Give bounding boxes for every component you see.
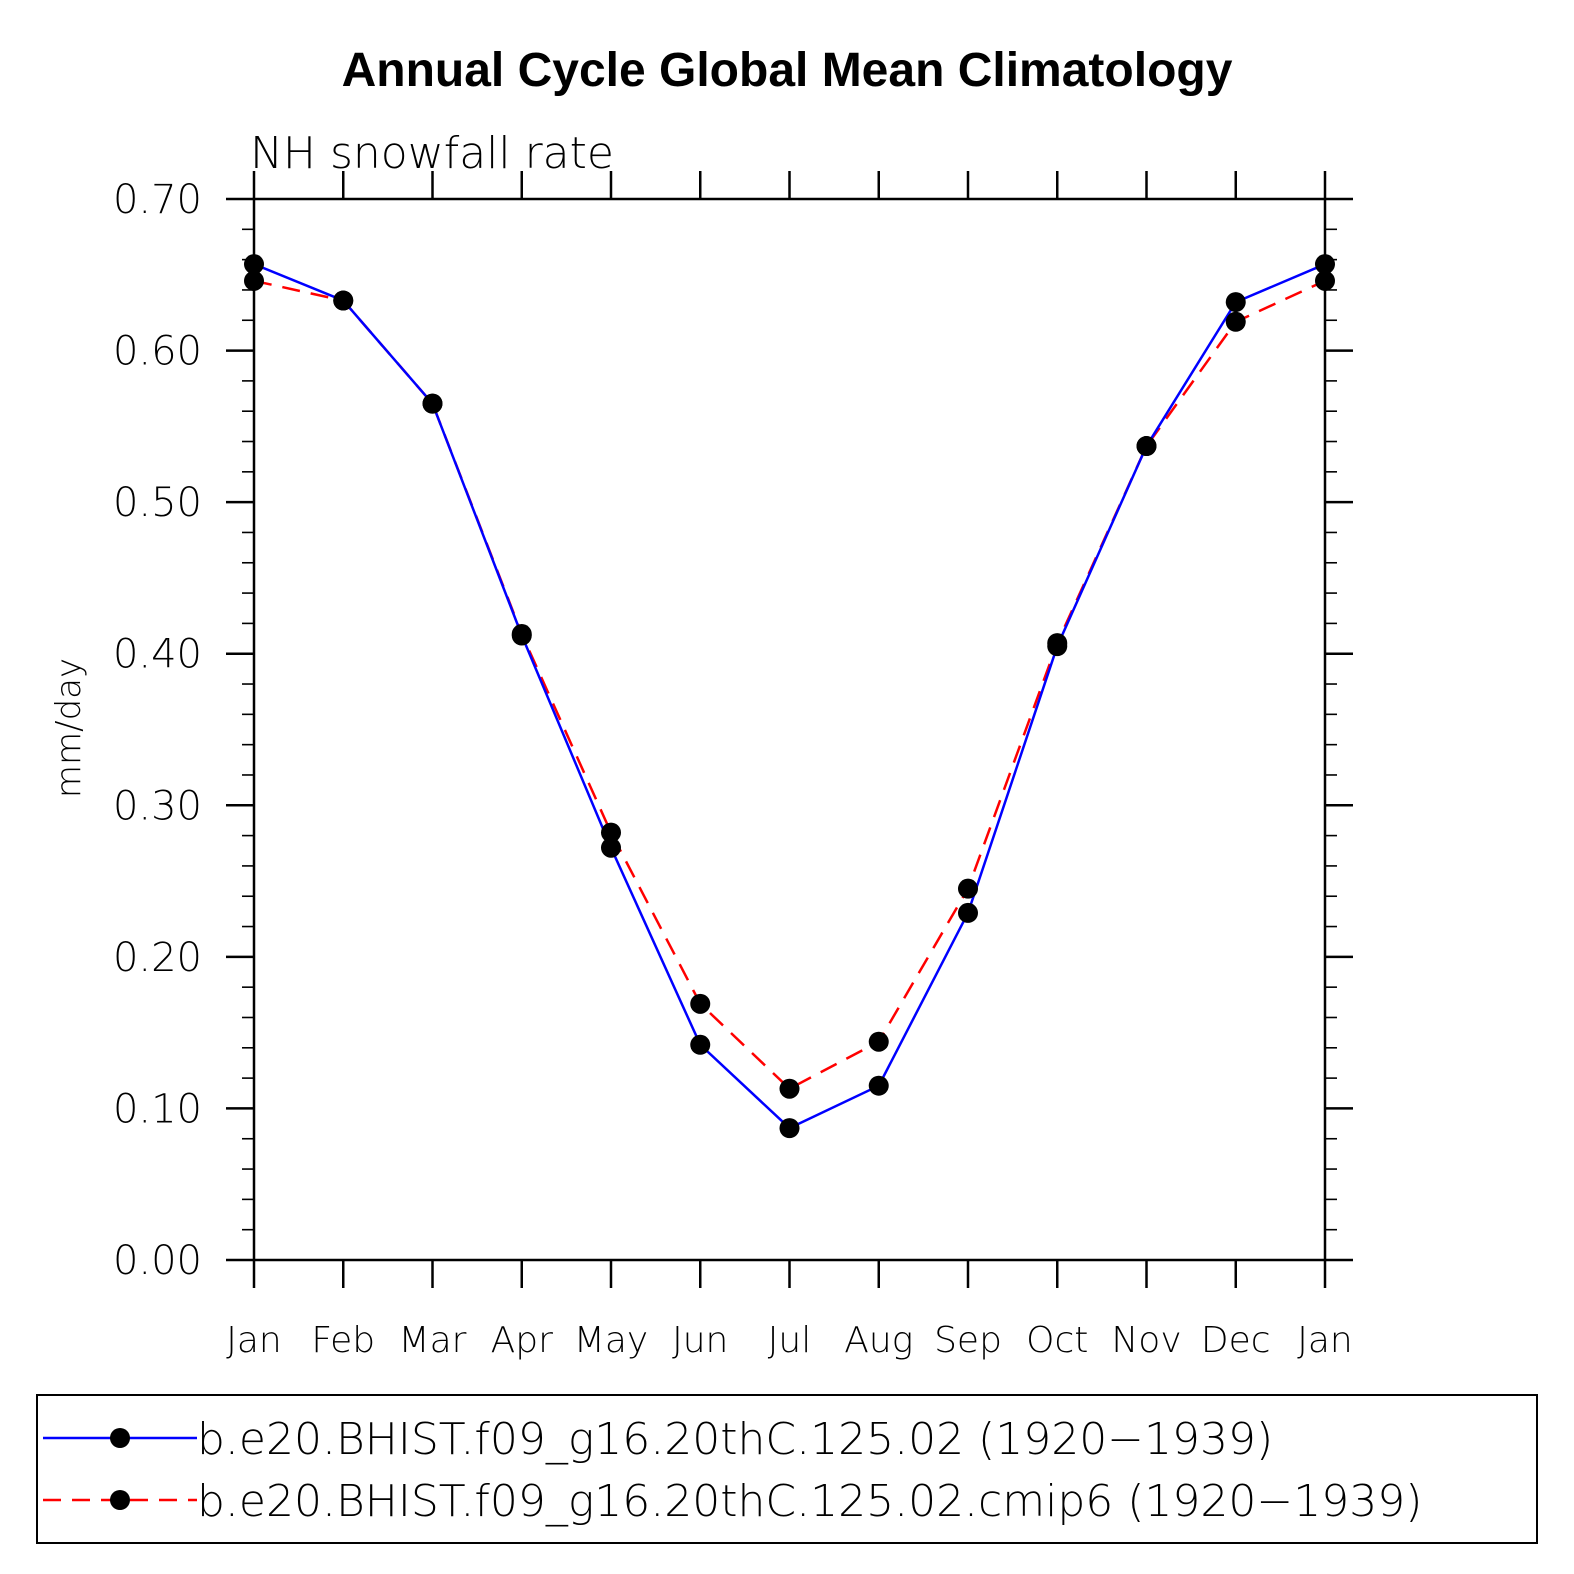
legend-item-red: b.e20.BHIST.f09_g16.20thC.125.02.cmip6 (…: [43, 1476, 1422, 1527]
axes: 0.00 0.10 0.20 0.30 0.40 0.50 0.60 0.70 Jan Feb Ma…: [113, 171, 1353, 1361]
legend-label-blue: b.e20.BHIST.f09_g16.20thC.125.02 (1920−1…: [197, 1414, 1273, 1465]
data-point-s1-0: [244, 270, 264, 291]
data-point-s0-8: [958, 902, 978, 923]
data-point-s0-6: [779, 1118, 800, 1139]
legend-marker-red: [110, 1490, 130, 1510]
data-point-s1-9: [1047, 633, 1068, 654]
data-point-s1-1: [333, 290, 354, 311]
legend-marker-blue: [110, 1428, 130, 1448]
x-tick-label: Jan: [1297, 1320, 1353, 1361]
series-layer: [244, 254, 1335, 1139]
data-point-s1-12: [1315, 270, 1335, 291]
data-point-s1-2: [422, 393, 443, 414]
x-tick-label: Mar: [399, 1320, 467, 1361]
x-tick-label: Jan: [226, 1320, 282, 1361]
legend-label-red: b.e20.BHIST.f09_g16.20thC.125.02.cmip6 (…: [197, 1476, 1422, 1527]
x-tick-label: Nov: [1111, 1320, 1181, 1361]
y-tick-label: 0.00: [113, 1238, 202, 1284]
data-point-s1-11: [1225, 311, 1246, 332]
data-point-s1-7: [868, 1031, 889, 1052]
chart-subtitle: NH snowfall rate: [250, 128, 614, 179]
x-tick-label: May: [574, 1320, 648, 1361]
x-tick-label: Jun: [672, 1320, 728, 1361]
x-tick-label: Jul: [768, 1320, 811, 1361]
y-tick-label: 0.10: [113, 1086, 202, 1132]
x-tick-label: Sep: [934, 1320, 1002, 1361]
y-tick-label: 0.50: [113, 480, 202, 526]
chart-title: Annual Cycle Global Mean Climatology: [342, 44, 1233, 97]
data-point-s1-5: [690, 993, 711, 1014]
x-tick-label: Apr: [491, 1320, 553, 1361]
series-line-0: [253, 263, 1326, 1130]
data-point-s0-12: [1315, 254, 1335, 275]
x-tick-label: Dec: [1201, 1320, 1271, 1361]
y-tick-label: 0.40: [113, 632, 202, 678]
data-point-s1-3: [511, 624, 532, 645]
y-tick-label: 0.30: [113, 783, 202, 829]
plot-frame: [252, 197, 1327, 1262]
y-tick-label: 0.60: [113, 329, 202, 375]
legend-item-blue: b.e20.BHIST.f09_g16.20thC.125.02 (1920−1…: [43, 1414, 1273, 1465]
series-line-1: [253, 279, 1326, 1091]
y-tick-label: 0.20: [113, 935, 202, 981]
x-tick-label: Feb: [311, 1320, 375, 1361]
data-point-s0-5: [690, 1034, 711, 1055]
data-point-s1-10: [1136, 436, 1157, 457]
x-tick-label: Oct: [1026, 1320, 1088, 1361]
data-point-s1-8: [958, 878, 978, 899]
data-point-s1-4: [601, 822, 621, 843]
data-point-s0-0: [244, 254, 264, 275]
y-axis-label: mm/day: [49, 658, 89, 798]
data-point-s0-7: [868, 1075, 889, 1096]
data-point-s1-6: [779, 1078, 800, 1099]
y-tick-label: 0.70: [113, 177, 202, 223]
data-point-s0-4: [601, 837, 621, 858]
x-tick-label: Aug: [844, 1320, 913, 1361]
legend-box: [36, 1394, 1538, 1544]
data-point-s0-11: [1225, 292, 1246, 313]
